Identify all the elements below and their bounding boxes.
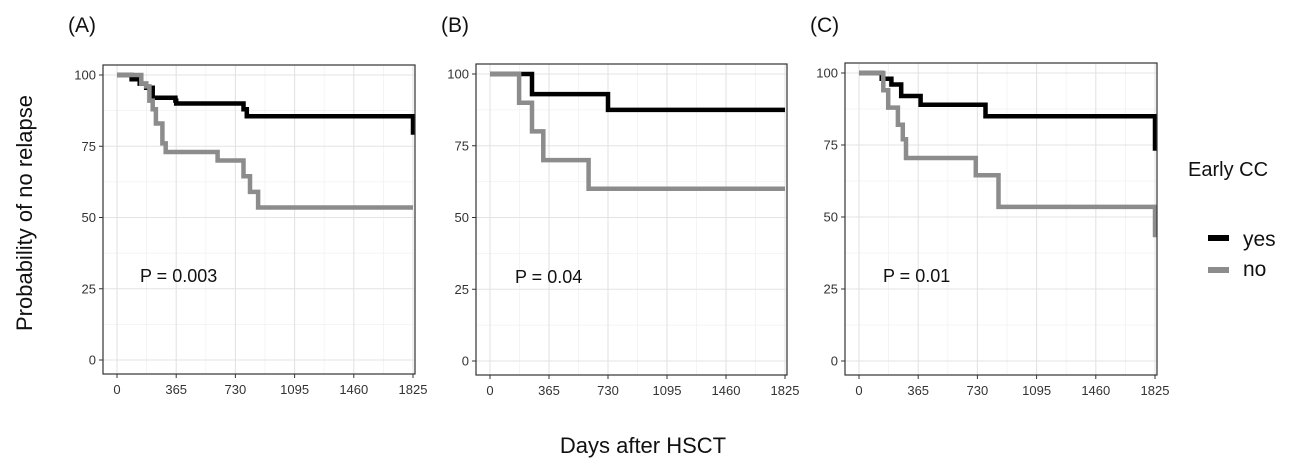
x-tick-label: 0 (113, 382, 120, 397)
plot-frame (844, 62, 1158, 376)
y-tick-label: 75 (82, 139, 96, 154)
series-no-line (490, 71, 785, 192)
y-tick-label: 0 (89, 353, 96, 368)
series-no-line (117, 72, 413, 210)
y-tick-label: 100 (816, 66, 838, 81)
x-tick-label: 365 (538, 383, 560, 398)
series-no-line (859, 70, 1158, 238)
panel-2: 0 365 730 1095 1460 1825 0 25 50 75 100 (C) P = 0.01 (810, 14, 1169, 398)
y-tick-label: 50 (824, 210, 838, 225)
y-tick-label: 50 (82, 210, 96, 225)
x-tick-label: 730 (967, 383, 989, 398)
p-value-annotation: P = 0.04 (515, 267, 582, 287)
x-tick-label: 1095 (280, 382, 309, 397)
x-tick-label: 730 (225, 382, 247, 397)
y-axis-title: Probability of no relapse (12, 95, 37, 331)
legend-label-no: no (1243, 258, 1266, 281)
x-tick-label: 365 (165, 382, 187, 397)
x-tick-label: 0 (855, 383, 862, 398)
x-tick-label: 1460 (712, 383, 741, 398)
x-tick-label: 1825 (1141, 383, 1170, 398)
panel-label: (A) (68, 14, 96, 37)
x-tick-label: 365 (907, 383, 929, 398)
panel-0: 0 365 730 1095 1460 1825 0 25 50 75 100 (A) P = 0.00… (68, 14, 427, 397)
series-yes-line (490, 71, 785, 113)
p-value-annotation: P = 0.01 (883, 266, 950, 286)
x-tick-label: 1460 (339, 382, 368, 397)
panel-label: (C) (810, 14, 839, 37)
y-tick-label: 25 (455, 282, 469, 297)
panel-1: 0 365 730 1095 1460 1825 0 25 50 75 100 (B) P = 0.04 (441, 14, 799, 398)
x-tick-label: 1825 (399, 382, 428, 397)
legend-swatch-no (1208, 267, 1229, 273)
x-tick-label: 1095 (653, 383, 682, 398)
x-tick-label: 1825 (771, 383, 800, 398)
x-tick-label: 0 (486, 383, 493, 398)
x-tick-label: 1460 (1081, 383, 1110, 398)
legend-swatch-yes (1208, 235, 1229, 241)
y-tick-label: 100 (74, 68, 96, 83)
y-tick-label: 50 (455, 210, 469, 225)
y-tick-label: 0 (462, 354, 469, 369)
p-value-annotation: P = 0.003 (140, 266, 217, 286)
x-tick-label: 1095 (1022, 383, 1051, 398)
series-yes-line (117, 72, 416, 135)
plot-frame (102, 64, 416, 375)
y-tick-label: 25 (82, 281, 96, 296)
x-tick-label: 730 (597, 383, 619, 398)
y-tick-label: 25 (824, 282, 838, 297)
y-tick-label: 75 (824, 138, 838, 153)
y-tick-label: 100 (447, 67, 469, 82)
legend-label-yes: yes (1243, 228, 1276, 251)
x-axis-title: Days after HSCT (560, 433, 726, 458)
plot-frame (475, 63, 788, 376)
panel-label: (B) (441, 14, 469, 37)
legend-title: Early CC (1188, 159, 1268, 181)
y-tick-label: 75 (455, 138, 469, 153)
y-tick-label: 0 (831, 354, 838, 369)
